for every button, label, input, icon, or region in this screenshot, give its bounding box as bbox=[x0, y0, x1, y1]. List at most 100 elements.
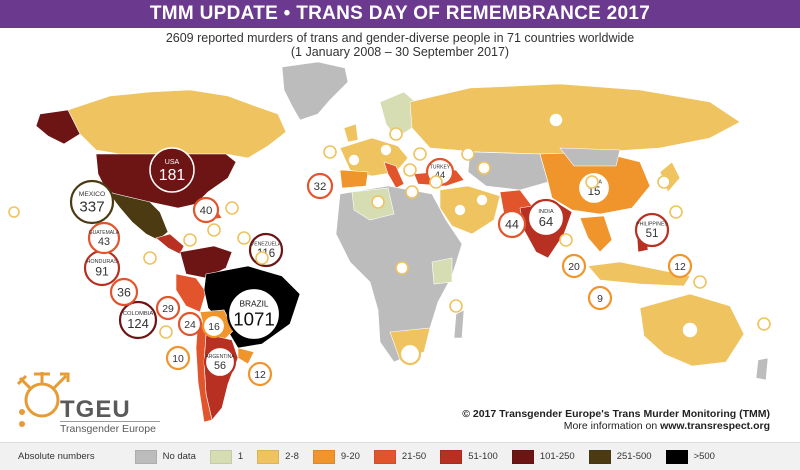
legend-label: 51-100 bbox=[468, 451, 498, 462]
marker bbox=[183, 233, 197, 247]
legend-swatch bbox=[257, 449, 280, 464]
bubble-pakistan: 44 bbox=[497, 209, 527, 239]
bubble-circle bbox=[561, 253, 587, 279]
bubble-ecuador: 10 bbox=[165, 345, 191, 371]
legend-swatch bbox=[440, 449, 463, 464]
bubble-label: COLOMBIA bbox=[123, 311, 154, 317]
marker bbox=[429, 175, 443, 189]
bubble-layer: USA181MEXICO337BRAZIL1071VENEZUELA116COL… bbox=[69, 147, 693, 387]
credit-block: © 2017 Transgender Europe's Trans Murder… bbox=[462, 408, 770, 432]
legend-label: 21-50 bbox=[401, 451, 427, 462]
central-america bbox=[155, 233, 185, 255]
mongolia bbox=[559, 147, 621, 167]
legend-swatch bbox=[665, 449, 688, 464]
bubble-indonesia: 9 bbox=[587, 285, 613, 311]
bubble-south-africa bbox=[398, 342, 422, 366]
marker bbox=[371, 195, 385, 209]
bubble-label: ARGENTINA bbox=[205, 354, 235, 360]
marker bbox=[389, 127, 403, 141]
bubble-uruguay: 12 bbox=[247, 361, 273, 387]
marker bbox=[159, 325, 173, 339]
subtitle-line-1: 2609 reported murders of trans and gende… bbox=[165, 31, 635, 45]
bubble-label: INDIA bbox=[538, 209, 554, 215]
marker bbox=[225, 201, 239, 215]
logo-subtitle: Transgender Europe bbox=[60, 423, 156, 435]
bubble-circle bbox=[87, 221, 121, 255]
legend-item: 21-50 bbox=[373, 449, 427, 464]
bubble-value: 24 bbox=[184, 320, 196, 331]
logo-divider bbox=[60, 421, 160, 422]
bubble-peru: 29 bbox=[155, 295, 181, 321]
bubble-value: 40 bbox=[200, 205, 213, 217]
madagascar bbox=[453, 309, 465, 339]
marker bbox=[681, 321, 699, 339]
italy bbox=[383, 161, 405, 189]
marker bbox=[347, 153, 361, 167]
bubble-circle bbox=[398, 342, 422, 366]
bubble-circle bbox=[667, 253, 693, 279]
legend-swatch bbox=[373, 449, 396, 464]
bubble-thailand: 12 bbox=[667, 253, 693, 279]
bubble-circle bbox=[192, 196, 220, 224]
bubble-value: 91 bbox=[95, 265, 109, 279]
bubble-value: 12 bbox=[674, 262, 686, 273]
marker bbox=[413, 147, 427, 161]
bubble-circle bbox=[155, 295, 181, 321]
chile bbox=[195, 318, 213, 423]
legend-label: 2-8 bbox=[285, 451, 299, 462]
bubble-value: 10 bbox=[172, 354, 184, 365]
legend-label: 9-20 bbox=[340, 451, 360, 462]
uruguay bbox=[237, 347, 255, 365]
legend-item: No data bbox=[134, 449, 196, 464]
marker bbox=[757, 317, 771, 331]
marker bbox=[657, 175, 671, 189]
marker bbox=[453, 203, 467, 217]
bubble-label: MEXICO bbox=[79, 191, 106, 198]
tgeu-logo bbox=[14, 366, 174, 436]
bubble-label: USA bbox=[165, 159, 180, 166]
bubble-circle bbox=[497, 209, 527, 239]
small-markers bbox=[8, 112, 771, 339]
peru bbox=[175, 273, 207, 313]
bubble-circle bbox=[587, 285, 613, 311]
marker bbox=[379, 143, 393, 157]
legend-label: 251-500 bbox=[616, 451, 652, 462]
legend-swatch bbox=[312, 449, 335, 464]
bubble-chile: 24 bbox=[177, 311, 203, 337]
bubble-value: 36 bbox=[117, 286, 131, 300]
bubble-circle bbox=[526, 198, 566, 238]
more-info-prefix: More information on bbox=[563, 420, 661, 432]
marker bbox=[585, 175, 599, 189]
bubble-circle bbox=[177, 311, 203, 337]
bubble-italy: 32 bbox=[306, 172, 334, 200]
legend-item: 1 bbox=[209, 449, 243, 464]
bubble-circle bbox=[247, 361, 273, 387]
bubble-value: 20 bbox=[568, 262, 580, 273]
marker bbox=[405, 185, 419, 199]
new-zealand bbox=[755, 357, 769, 381]
bubble-circle bbox=[118, 300, 158, 340]
bubble-circle bbox=[69, 179, 115, 225]
marker bbox=[475, 193, 489, 207]
subtitle-line-2: (1 January 2008 – 30 September 2017) bbox=[290, 45, 510, 59]
bubble-circle bbox=[634, 212, 670, 248]
legend-item: >500 bbox=[665, 449, 715, 464]
marker bbox=[548, 112, 564, 128]
uk bbox=[343, 123, 359, 143]
logo-name: TGEU bbox=[60, 396, 131, 423]
marker bbox=[323, 145, 337, 159]
page-subtitle: 2609 reported murders of trans and gende… bbox=[0, 31, 800, 59]
alaska bbox=[35, 109, 81, 145]
legend-label: 101-250 bbox=[539, 451, 575, 462]
bubble-label: PHILIPPINES bbox=[636, 222, 668, 228]
website-link[interactable]: www.transrespect.org bbox=[660, 420, 770, 432]
bubble-value: 32 bbox=[314, 181, 327, 193]
